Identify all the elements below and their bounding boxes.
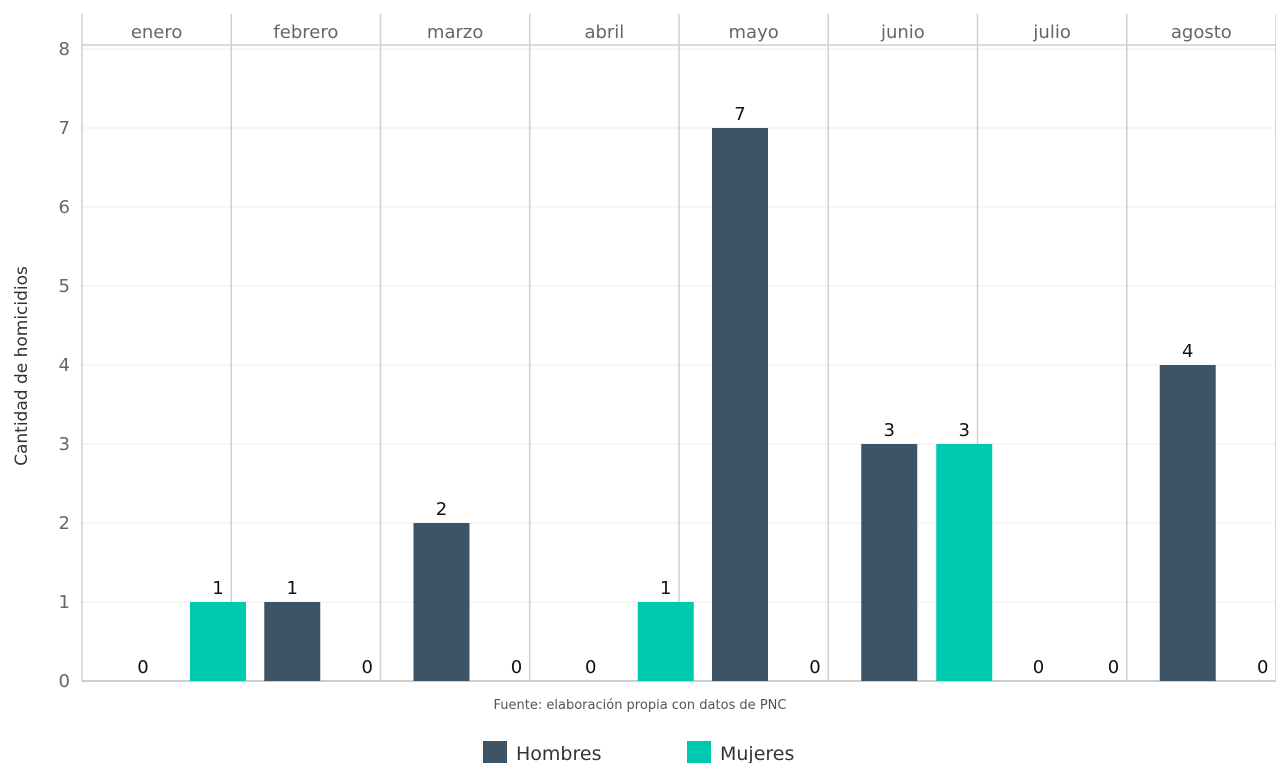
- panel-label-abril: abril: [584, 22, 624, 43]
- y-tick-label: 3: [59, 434, 70, 455]
- legend: Hombres Mujeres: [483, 741, 794, 763]
- y-tick-label: 1: [59, 592, 70, 613]
- bar-hombres-junio: [861, 444, 918, 681]
- bar-value-label: 0: [1033, 657, 1044, 678]
- bar-mujeres-abril: [637, 602, 694, 681]
- bar-hombres-marzo: [413, 523, 470, 681]
- panel-label-julio: julio: [1032, 22, 1070, 43]
- month-panels: enero febrero marzo abril mayo junio julio agos…: [81, 14, 1276, 681]
- y-tick-label: 4: [59, 355, 70, 376]
- y-tick-label: 2: [59, 513, 70, 534]
- bar-hombres-agosto: [1159, 365, 1216, 681]
- legend-label-mujeres: Mujeres: [720, 743, 794, 763]
- legend-swatch-mujeres: [687, 741, 711, 763]
- bar-value-label: 0: [511, 657, 522, 678]
- bar-value-label: 1: [287, 578, 298, 599]
- y-tick-label: 8: [59, 39, 70, 60]
- panel-label-enero: enero: [131, 22, 183, 43]
- panel-label-agosto: agosto: [1171, 22, 1232, 43]
- y-tick-label: 5: [59, 276, 70, 297]
- bar-mujeres-enero: [190, 602, 246, 681]
- bar-value-label: 3: [959, 420, 970, 441]
- bar-value-label: 1: [660, 578, 671, 599]
- bar-value-label: 2: [436, 499, 447, 520]
- legend-swatch-hombres: [483, 741, 507, 763]
- bar-value-label: 0: [1257, 657, 1268, 678]
- bar-value-label: 0: [809, 657, 820, 678]
- panel-label-junio: junio: [880, 22, 925, 43]
- bars: [190, 128, 1216, 681]
- y-tick-label: 6: [59, 197, 70, 218]
- bar-value-label: 0: [362, 657, 373, 678]
- bar-value-label: 0: [1108, 657, 1119, 678]
- panel-label-febrero: febrero: [273, 22, 338, 43]
- bar-value-label: 0: [585, 657, 596, 678]
- bar-value-label: 4: [1182, 341, 1193, 362]
- legend-label-hombres: Hombres: [516, 743, 601, 763]
- y-axis: 0 1 2 3 4 5 6 7 8: [59, 39, 70, 692]
- bar-value-label: 1: [212, 578, 223, 599]
- bar-mujeres-junio: [936, 444, 993, 681]
- bar-value-label: 7: [734, 104, 745, 125]
- y-tick-label: 7: [59, 118, 70, 139]
- bar-hombres-febrero: [264, 602, 321, 681]
- panel-label-mayo: mayo: [729, 22, 779, 43]
- y-axis-title: Cantidad de homicidios: [12, 266, 32, 466]
- bar-value-label: 3: [884, 420, 895, 441]
- y-tick-label: 0: [59, 671, 70, 692]
- bar-value-label: 0: [137, 657, 148, 678]
- source-caption: Fuente: elaboración propia con datos de …: [494, 698, 787, 713]
- bar-labels: 0 1 2 0 7 3 0 4 1 0 0 1 0 3 0 0: [137, 104, 1268, 678]
- bar-hombres-mayo: [712, 128, 768, 681]
- panel-label-marzo: marzo: [427, 22, 483, 43]
